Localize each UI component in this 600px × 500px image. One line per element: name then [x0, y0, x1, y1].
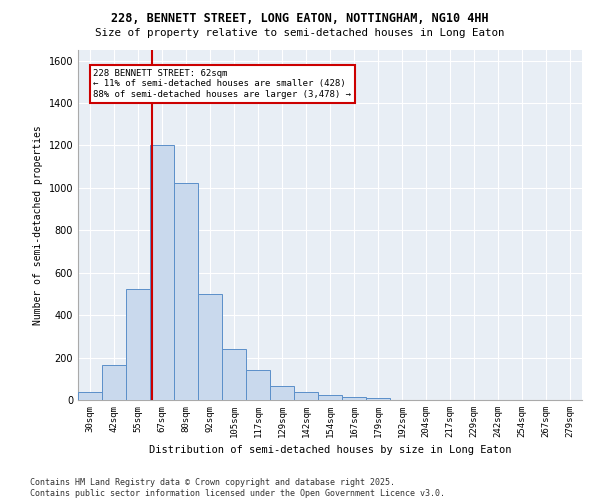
Y-axis label: Number of semi-detached properties: Number of semi-detached properties	[33, 125, 43, 325]
Bar	[198, 294, 222, 400]
Bar	[366, 398, 390, 400]
X-axis label: Distribution of semi-detached houses by size in Long Eaton: Distribution of semi-detached houses by …	[149, 446, 511, 456]
Bar	[78, 392, 102, 400]
Bar	[150, 146, 174, 400]
Bar	[342, 397, 366, 400]
Bar	[318, 394, 342, 400]
Text: Size of property relative to semi-detached houses in Long Eaton: Size of property relative to semi-detach…	[95, 28, 505, 38]
Bar	[270, 386, 294, 400]
Bar	[294, 392, 318, 400]
Bar	[102, 365, 126, 400]
Text: Contains HM Land Registry data © Crown copyright and database right 2025.
Contai: Contains HM Land Registry data © Crown c…	[30, 478, 445, 498]
Text: 228, BENNETT STREET, LONG EATON, NOTTINGHAM, NG10 4HH: 228, BENNETT STREET, LONG EATON, NOTTING…	[111, 12, 489, 26]
Text: 228 BENNETT STREET: 62sqm
← 11% of semi-detached houses are smaller (428)
88% of: 228 BENNETT STREET: 62sqm ← 11% of semi-…	[93, 69, 351, 99]
Bar	[246, 370, 270, 400]
Bar	[174, 182, 198, 400]
Bar	[126, 288, 150, 400]
Bar	[222, 349, 246, 400]
